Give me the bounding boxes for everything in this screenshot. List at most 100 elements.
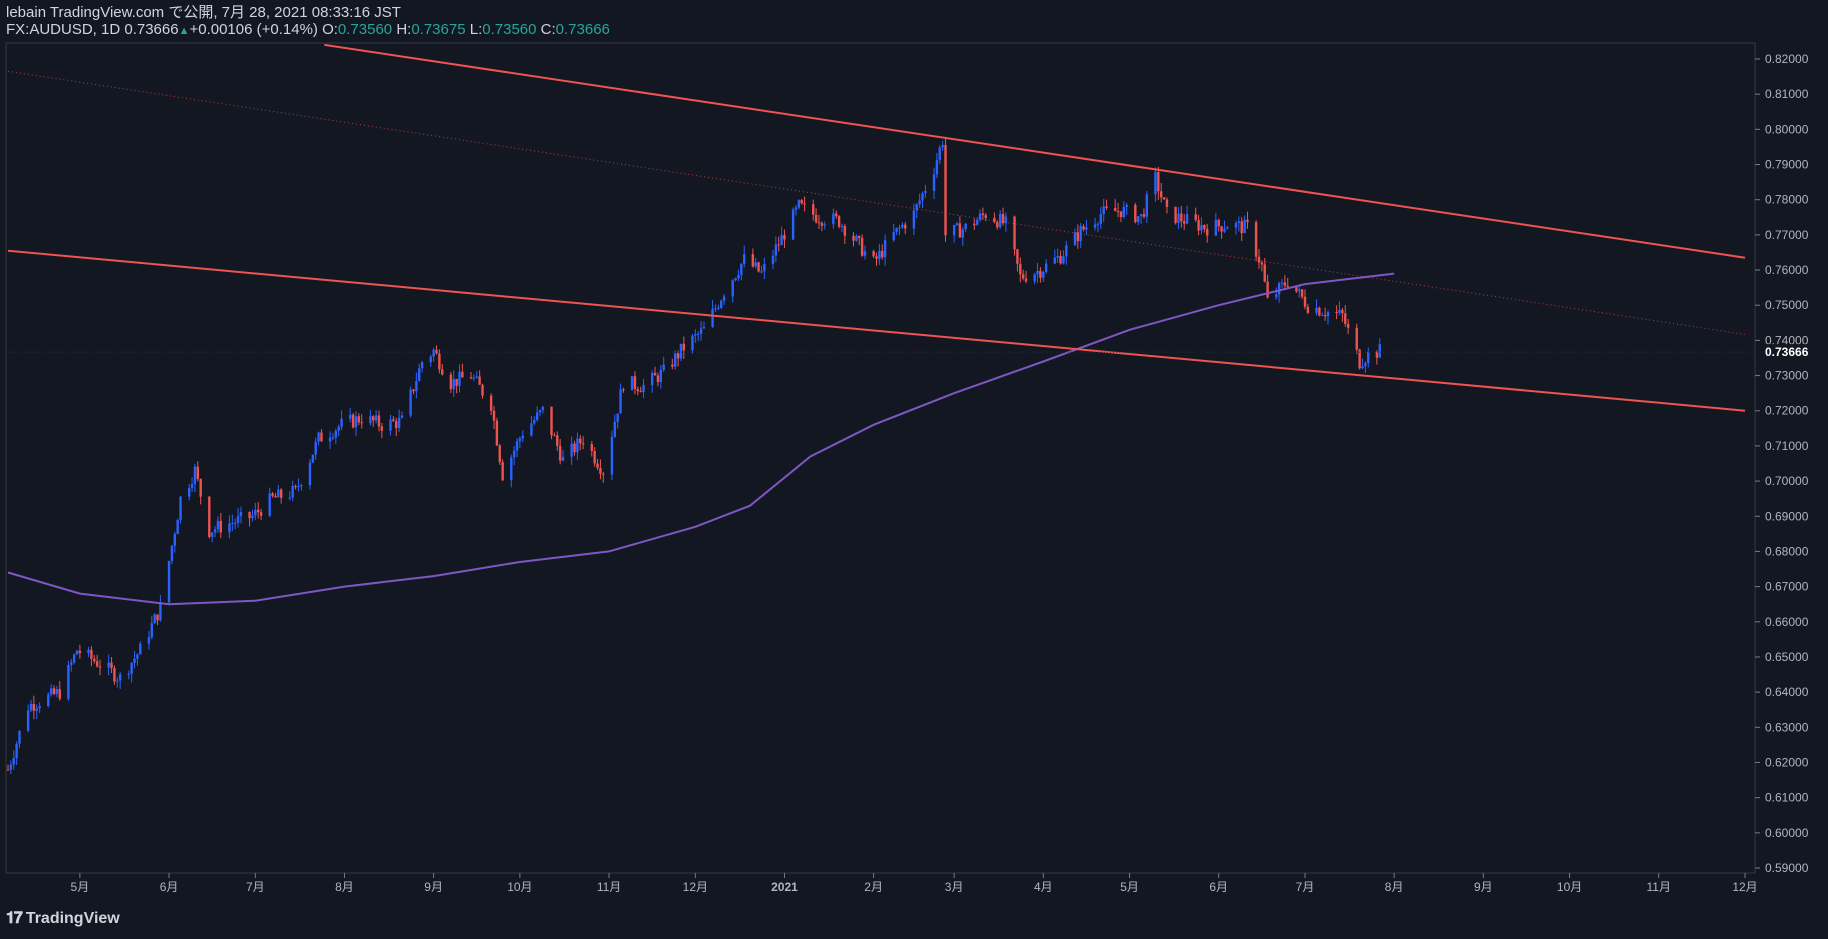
candle-body (860, 237, 864, 256)
x-tick-label: 6月 (1209, 880, 1228, 894)
candle-body (510, 457, 513, 481)
candle-body (696, 333, 700, 335)
candle-body (892, 232, 895, 241)
candle-body (1139, 214, 1143, 217)
candle-body (1019, 263, 1022, 275)
moving-average-line[interactable] (7, 272, 1395, 606)
x-tick-label: 12月 (1732, 880, 1757, 894)
candle-body (1237, 221, 1241, 223)
candle-body (1082, 226, 1085, 230)
candle-body (771, 255, 775, 264)
candle-body (1364, 362, 1367, 367)
channel-upper-line[interactable] (324, 43, 1746, 259)
candle-body (1344, 313, 1347, 324)
candle-body (1214, 219, 1218, 236)
candle-body (1004, 216, 1008, 224)
candle-body (961, 229, 964, 238)
x-tick-label: 10月 (1557, 880, 1582, 894)
channel-lower-line[interactable] (7, 249, 1746, 412)
high-label: H: (396, 21, 412, 38)
candle-body (412, 389, 415, 392)
candle-body (397, 417, 401, 428)
candle-body (259, 512, 263, 516)
candle-body (1177, 213, 1180, 224)
candle-body (590, 444, 593, 452)
candle-body (918, 200, 921, 205)
candle-body (915, 204, 918, 211)
x-tick-label: 2月 (864, 880, 883, 894)
chart-pane[interactable] (5, 42, 1756, 874)
candle-body (458, 371, 461, 386)
candle-body (840, 225, 844, 227)
candle-body (320, 432, 323, 442)
candle-body (553, 435, 556, 437)
candle-body (1174, 206, 1177, 224)
price-axis[interactable]: 0.59000 0.60000 0.61000 0.62000 0.63000 0.640… (6, 52, 1828, 875)
candle-body (895, 227, 898, 233)
candle-body (159, 602, 162, 621)
candle-body (49, 688, 53, 695)
candle-body (1246, 219, 1249, 223)
candle-body (438, 353, 441, 370)
candle-body (541, 406, 545, 411)
candle-body (783, 235, 786, 240)
candle-body (328, 437, 332, 442)
candle-body (817, 222, 821, 224)
y-tick-label: 0.71000 (1765, 439, 1809, 453)
candle-body (1013, 216, 1016, 250)
time-axis[interactable]: 5月 6月 7月 8月 9月 10月 11月 12月 2021 2月 3月 4月 5月 6月 7月 8月 9月 1… (71, 873, 1758, 894)
candle-body (823, 224, 826, 226)
x-tick-label: 7月 (1296, 880, 1315, 894)
candle-body (236, 516, 240, 523)
candle-body (354, 416, 358, 428)
candle-body (978, 213, 982, 220)
candle-body (268, 493, 271, 516)
publish-line: lebain TradingView.com で公開, 7月 28, 2021 … (6, 4, 401, 21)
symbol-line[interactable]: FX:AUDUSD, 1D 0.73666 (6, 21, 179, 38)
candle-body (803, 203, 806, 205)
trendlines[interactable] (7, 43, 1746, 606)
candle-body (679, 343, 683, 359)
candle-body (573, 443, 576, 453)
candle-body (1053, 257, 1057, 264)
candle-body (855, 235, 858, 241)
candle-body (156, 614, 159, 621)
candle-body (1306, 306, 1310, 313)
candle-body (1318, 307, 1321, 316)
candle-body (233, 522, 237, 524)
candle-body (193, 466, 197, 484)
y-tick-label: 0.77000 (1765, 228, 1809, 242)
candle-body (1039, 270, 1042, 278)
candle-body (360, 422, 363, 424)
candle-body (633, 376, 637, 389)
symbol-info: FX:AUDUSD, 1D 0.73666▲+0.00106 (+0.14%) … (6, 21, 610, 40)
channel-mid-dotted-line[interactable] (7, 70, 1746, 335)
candle-body (691, 335, 694, 351)
candle-body (1096, 223, 1100, 225)
y-tick-label: 0.66000 (1765, 615, 1809, 629)
candle-body (9, 764, 13, 770)
candle-body (998, 214, 1002, 228)
candle-body (1160, 191, 1163, 198)
candle-body (219, 520, 223, 533)
candle-body (1137, 216, 1140, 223)
candle-body (1125, 204, 1128, 207)
candle-body (18, 730, 21, 744)
candle-body (70, 662, 73, 665)
candle-body (409, 389, 412, 416)
y-tick-label: 0.65000 (1765, 650, 1809, 664)
candle-body (622, 389, 625, 391)
candle-body (616, 413, 619, 422)
candle-body (993, 217, 996, 223)
candle-body (835, 213, 838, 217)
candle-body (1065, 245, 1068, 257)
candle-body (1073, 232, 1077, 246)
candle-body (1361, 366, 1364, 369)
candle-body (75, 650, 79, 655)
candle-body (1102, 206, 1105, 215)
candle-body (334, 430, 338, 438)
tradingview-logo[interactable]: 𝟏𝟕 TradingView (6, 910, 120, 928)
candle-body (875, 256, 878, 259)
candle-body (1266, 281, 1269, 298)
